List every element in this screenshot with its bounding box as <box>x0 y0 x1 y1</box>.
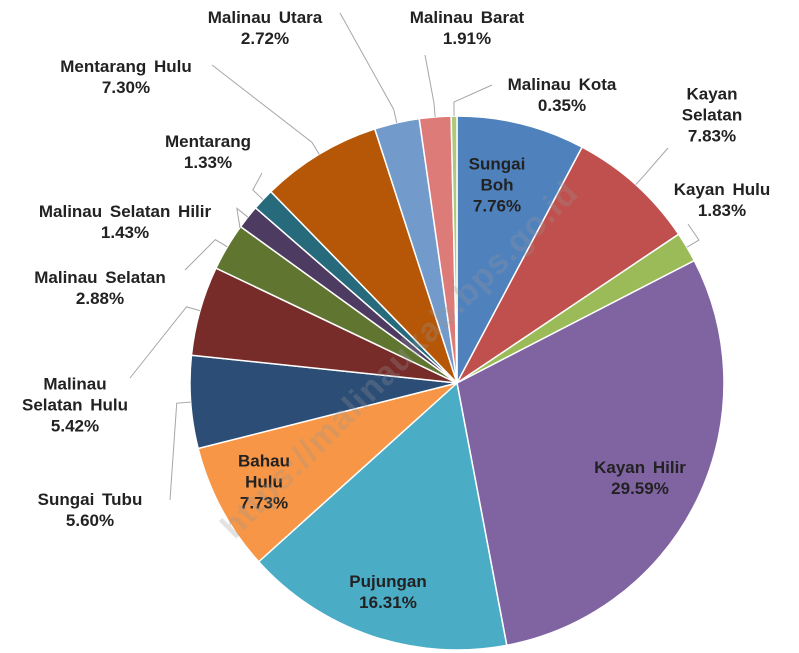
slice-value: 5.60% <box>65 511 115 530</box>
leader-line <box>129 306 201 379</box>
slice-name: Kayan Hulu <box>673 180 771 199</box>
slice-value: 2.72% <box>240 29 290 48</box>
pie-slice <box>456 259 725 647</box>
leader-line <box>184 239 228 271</box>
slice-label: Kayan Selatan 7.83% <box>672 84 752 147</box>
leader-line <box>236 207 249 229</box>
leader-line <box>424 54 436 117</box>
slice-value: 2.88% <box>75 289 125 308</box>
slice-value: 5.42% <box>50 416 100 436</box>
slice-name: Mentarang Hulu <box>60 57 192 76</box>
slice-value: 1.83% <box>697 201 747 220</box>
slice-name: Sungai Boh <box>468 154 526 195</box>
slice-name: Kayan Hilir <box>594 458 686 477</box>
slice-label: Bahau Hulu 7.73% <box>219 451 309 514</box>
leader-line <box>252 172 264 200</box>
slice-name: Sungai Tubu <box>37 490 143 509</box>
slice-label: Mentarang Hulu 7.30% <box>36 56 216 98</box>
leader-line <box>169 401 191 501</box>
slice-value: 0.35% <box>537 96 587 115</box>
slice-label: Sungai Tubu 5.60% <box>20 489 160 531</box>
slice-name: Bahau Hulu <box>238 451 290 492</box>
slice-name: Pujungan <box>349 572 427 591</box>
slice-name: Malinau Barat <box>409 8 525 27</box>
slice-label: Kayan Hulu 1.83% <box>667 179 777 221</box>
pie-slice <box>450 115 458 384</box>
slice-value: 1.91% <box>442 29 492 48</box>
slice-label: Kayan Hilir 29.59% <box>575 457 705 499</box>
slice-value: 16.31% <box>359 593 417 612</box>
slice-name: Kayan Selatan <box>681 84 743 125</box>
slice-value: 1.43% <box>100 223 150 242</box>
slice-label: Sungai Boh 7.76% <box>462 154 532 217</box>
pie-slice <box>257 381 508 651</box>
pie-slice <box>269 128 458 384</box>
slice-value: 7.76% <box>472 196 522 216</box>
leader-line <box>686 223 700 248</box>
slice-value: 7.30% <box>101 78 151 97</box>
slice-name: Malinau Selatan <box>34 268 166 287</box>
leader-line <box>453 84 493 117</box>
slice-name: Malinau Utara <box>207 8 323 27</box>
pie-slice <box>456 146 680 384</box>
leader-line <box>211 64 320 155</box>
slice-label: Malinau Barat 1.91% <box>387 7 547 49</box>
leader-line <box>635 147 669 186</box>
slice-value: 1.33% <box>183 153 233 172</box>
leader-line <box>339 12 398 123</box>
slice-value: 7.73% <box>239 493 289 513</box>
slice-label: Malinau Selatan 2.88% <box>10 267 190 309</box>
pie-slice <box>456 115 584 384</box>
slice-name: Malinau Selatan Hulu <box>22 374 128 415</box>
slice-name: Malinau Kota <box>507 75 617 94</box>
slice-label: Malinau Utara 2.72% <box>185 7 345 49</box>
slice-value: 29.59% <box>611 479 669 498</box>
slice-name: Mentarang <box>165 132 251 151</box>
slice-label: Malinau Selatan Hulu 5.42% <box>10 374 140 437</box>
slice-label: Malinau Selatan Hilir 1.43% <box>10 201 240 243</box>
slice-name: Malinau Selatan Hilir <box>38 202 212 221</box>
slice-label: Pujungan 16.31% <box>328 571 448 613</box>
slice-value: 7.83% <box>687 126 737 146</box>
slice-label: Mentarang 1.33% <box>143 131 273 173</box>
pie-slice <box>197 382 458 563</box>
slice-label: Malinau Kota 0.35% <box>482 74 642 116</box>
